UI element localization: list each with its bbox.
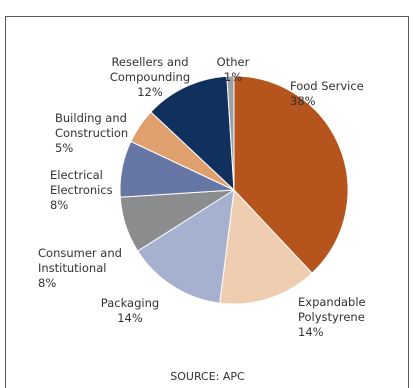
category-name: Expandable Polystyrene: [298, 295, 366, 324]
slice-label: Packaging 14%: [95, 296, 165, 326]
slice-label: Expandable Polystyrene 14%: [298, 295, 388, 340]
category-name: Other: [216, 55, 250, 69]
category-name: Consumer and Institutional: [38, 246, 122, 275]
pie-slice: [226, 75, 235, 191]
chart-frame: [5, 16, 409, 388]
category-name: Resellers and Compounding: [109, 55, 191, 84]
pie-slice: [219, 188, 313, 305]
slice-label: Resellers and Compounding 12%: [100, 55, 200, 100]
category-name: Packaging: [100, 296, 160, 310]
pie-slice: [150, 75, 235, 192]
category-name: Electrical Electronics: [50, 168, 113, 197]
slice-label: Building and Construction 5%: [55, 111, 145, 156]
value-label: 8%: [50, 198, 69, 212]
value-label: 5%: [55, 141, 74, 155]
value-label: 1%: [223, 70, 243, 84]
source-note: SOURCE: APC: [170, 370, 245, 383]
category-name: Food Service: [290, 79, 364, 93]
slice-label: Electrical Electronics 8%: [50, 168, 140, 213]
category-name: Building and Construction: [55, 111, 129, 140]
value-label: 38%: [290, 94, 316, 108]
value-label: 14%: [117, 311, 143, 325]
slice-label: Consumer and Institutional 8%: [38, 246, 138, 291]
value-label: 14%: [298, 325, 324, 339]
value-label: 12%: [137, 85, 163, 99]
pie-slice: [137, 189, 235, 304]
slice-label: Other 1%: [213, 55, 253, 85]
value-label: 8%: [38, 276, 57, 290]
pie-slice: [233, 75, 349, 274]
slice-label: Food Service 38%: [290, 79, 390, 109]
